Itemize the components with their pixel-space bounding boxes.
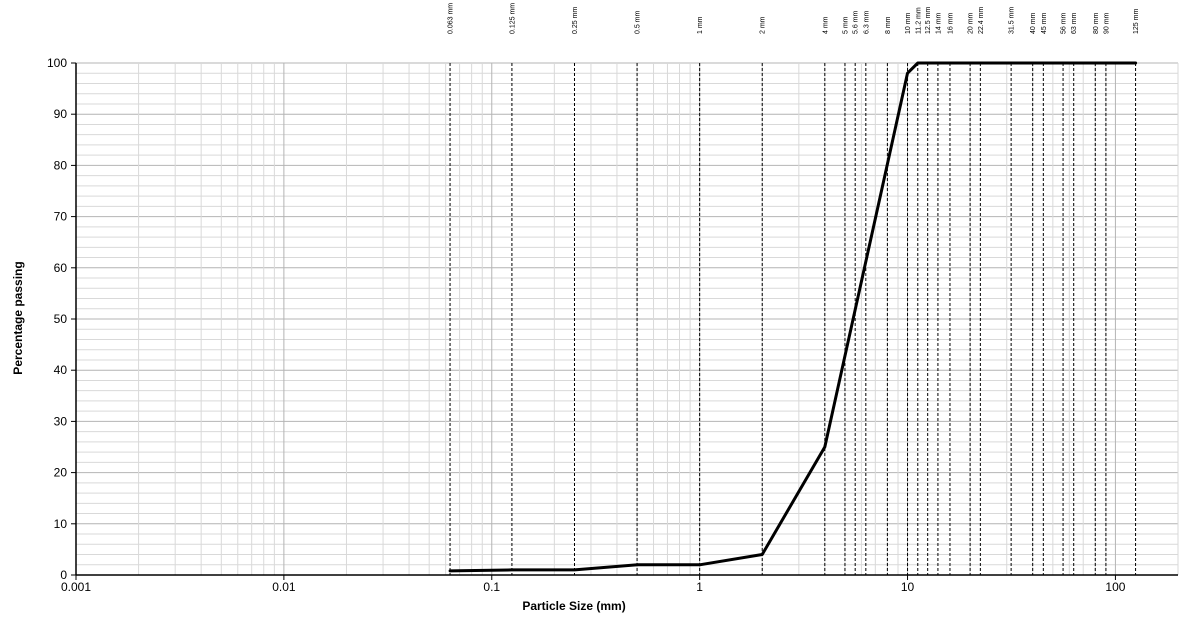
sieve-label: 11.2 mm xyxy=(915,7,922,34)
sieve-label: 20 mm xyxy=(968,12,975,34)
y-tick-label: 60 xyxy=(54,261,68,275)
sieve-label: 40 mm xyxy=(1030,12,1037,34)
sieve-label: 45 mm xyxy=(1041,12,1048,34)
sieve-label: 125 mm xyxy=(1133,9,1140,34)
x-tick-label: 0.1 xyxy=(483,580,500,594)
sieve-label: 12.5 mm xyxy=(925,7,932,34)
y-tick-label: 80 xyxy=(54,158,68,172)
sieve-label: 8 mm xyxy=(885,16,892,34)
sieve-label: 90 mm xyxy=(1103,12,1110,34)
grading-curve xyxy=(448,61,1138,573)
y-tick-label: 10 xyxy=(54,517,68,531)
grid-lines xyxy=(75,62,1179,576)
sieve-label: 10 mm xyxy=(905,12,912,34)
y-tick-label: 70 xyxy=(54,210,68,224)
y-tick-label: 40 xyxy=(54,363,68,377)
y-tick-label: 100 xyxy=(47,56,67,70)
sieve-label: 2 mm xyxy=(760,16,767,34)
x-tick-label: 0.01 xyxy=(272,580,296,594)
y-tick-label: 20 xyxy=(54,466,68,480)
sieve-label: 14 mm xyxy=(935,12,942,34)
tick-labels: 0.063 mm 0.125 mm 0.25 mm 0.5 mm 1 mm 2 mm 4 m… xyxy=(47,3,1140,594)
y-tick-label: 50 xyxy=(54,312,68,326)
sieve-label: 80 mm xyxy=(1093,12,1100,34)
sieve-label: 31.5 mm xyxy=(1009,7,1016,34)
axes xyxy=(71,62,1178,580)
sieve-label: 22.4 mm xyxy=(978,7,985,34)
y-axis-title: Percentage passing xyxy=(11,261,25,374)
sieve-label: 63 mm xyxy=(1071,12,1078,34)
x-tick-label: 10 xyxy=(901,580,915,594)
y-tick-label: 0 xyxy=(60,568,67,582)
x-tick-label: 0.001 xyxy=(61,580,91,594)
sieve-label: 0.5 mm xyxy=(635,10,642,34)
x-axis-title: Particle Size (mm) xyxy=(522,599,625,613)
sieve-label: 0.25 mm xyxy=(572,7,579,34)
sieve-label: 0.063 mm xyxy=(448,3,455,34)
sieve-label: 1 mm xyxy=(697,16,704,34)
sieve-lines xyxy=(449,63,1137,575)
sieve-label: 0.125 mm xyxy=(509,3,516,34)
sieve-label: 16 mm xyxy=(947,12,954,34)
sieve-label: 6.3 mm xyxy=(863,10,870,34)
y-tick-label: 30 xyxy=(54,414,68,428)
sieve-label: 4 mm xyxy=(822,16,829,34)
sieve-label: 56 mm xyxy=(1061,12,1068,34)
sieve-label: 5 mm xyxy=(842,16,849,34)
grading-curve-line xyxy=(448,61,1138,573)
x-tick-label: 100 xyxy=(1105,580,1125,594)
y-tick-label: 90 xyxy=(54,107,68,121)
sieve-label: 5.6 mm xyxy=(853,10,860,34)
x-tick-label: 1 xyxy=(696,580,703,594)
